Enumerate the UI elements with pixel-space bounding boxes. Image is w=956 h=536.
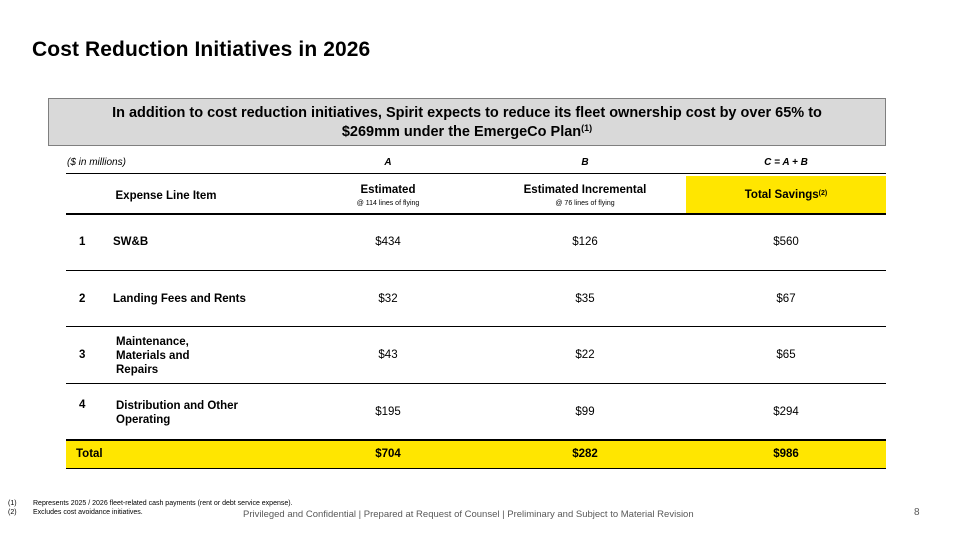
header-total-savings: Total Savings(2): [686, 176, 886, 214]
total-savings: $986: [773, 448, 799, 460]
row-label: Landing Fees and Rents: [113, 293, 246, 305]
cell-estimated: $32: [378, 293, 398, 305]
header-total-label: Total Savings: [744, 189, 819, 201]
footnotes: (1) Represents 2025 / 2026 fleet-related…: [8, 499, 293, 517]
confidential-notice: Privileged and Confidential | Prepared a…: [243, 509, 694, 520]
col-letter-a: A: [384, 157, 392, 168]
total-incremental: $282: [572, 448, 598, 460]
header-top-rule: [66, 173, 886, 174]
row-divider: [66, 383, 886, 384]
row-label-line: Operating: [116, 414, 171, 426]
header-bottom-rule: [66, 213, 886, 215]
row-number: 4: [79, 399, 86, 411]
cell-total: $294: [773, 406, 799, 418]
cell-estimated: $434: [375, 236, 401, 248]
total-row: Total $704 $282 $986: [66, 441, 886, 469]
cell-estimated: $195: [375, 406, 401, 418]
callout-line-2-text: $269mm under the EmergeCo Plan: [341, 124, 582, 140]
header-estimated: Estimated @ 114 lines of flying: [290, 176, 486, 222]
col-letter-b: B: [581, 157, 589, 168]
header-incremental: Estimated Incremental @ 76 lines of flyi…: [486, 176, 684, 222]
row-number: 2: [79, 293, 86, 305]
header-expense-line-item: Expense Line Item: [115, 190, 217, 202]
callout-footnote-ref: (1): [581, 123, 593, 133]
row-divider: [66, 326, 886, 327]
row-number: 3: [79, 349, 86, 361]
callout-box: In addition to cost reduction initiative…: [48, 98, 886, 146]
table-row: 4 Distribution and Other Operating $195 …: [66, 399, 886, 429]
row-label: SW&B: [113, 236, 149, 248]
footnote: (1) Represents 2025 / 2026 fleet-related…: [8, 499, 293, 508]
row-label: Maintenance, Materials and Repairs: [116, 335, 190, 377]
header-estimated-sub: @ 114 lines of flying: [356, 200, 420, 207]
row-label: Distribution and Other Operating: [116, 399, 238, 427]
footnote: (2) Excludes cost avoidance initiatives.: [8, 508, 293, 517]
total-label: Total: [76, 448, 103, 460]
cell-incremental: $99: [575, 406, 595, 418]
row-label-line: Materials and: [116, 350, 190, 362]
row-label-line: Maintenance,: [116, 336, 189, 348]
page-title: Cost Reduction Initiatives in 2026: [32, 38, 371, 61]
table-row: 3 Maintenance, Materials and Repairs $43…: [66, 335, 886, 379]
total-bottom-rule: [66, 468, 886, 469]
callout-line-2: $269mm under the EmergeCo Plan(1): [49, 123, 885, 142]
cell-incremental: $22: [575, 349, 595, 361]
cell-incremental: $35: [575, 293, 595, 305]
row-divider: [66, 270, 886, 271]
footnote-mark: (1): [8, 500, 17, 507]
cell-incremental: $126: [572, 236, 598, 248]
row-label-line: Repairs: [116, 364, 159, 376]
row-label-line: Distribution and Other: [116, 400, 239, 412]
units-label: ($ in millions): [67, 157, 126, 168]
header-incremental-label: Estimated Incremental: [523, 184, 647, 196]
total-top-rule: [66, 439, 886, 441]
callout-line-1: In addition to cost reduction initiative…: [112, 105, 822, 121]
cell-total: $65: [776, 349, 796, 361]
header-total-footnote-ref: (2): [818, 190, 828, 197]
header-estimated-label: Estimated: [360, 184, 416, 196]
col-letter-c: C = A + B: [764, 157, 808, 168]
cell-total: $560: [773, 236, 799, 248]
footnote-text: Represents 2025 / 2026 fleet-related cas…: [33, 500, 293, 507]
total-estimated: $704: [375, 448, 401, 460]
header-incremental-sub: @ 76 lines of flying: [555, 200, 615, 207]
cell-total: $67: [776, 293, 796, 305]
page-number: 8: [914, 507, 920, 518]
footnote-text: Excludes cost avoidance initiatives.: [33, 509, 143, 516]
footnote-mark: (2): [8, 509, 17, 516]
cell-estimated: $43: [378, 349, 398, 361]
row-number: 1: [79, 236, 86, 248]
